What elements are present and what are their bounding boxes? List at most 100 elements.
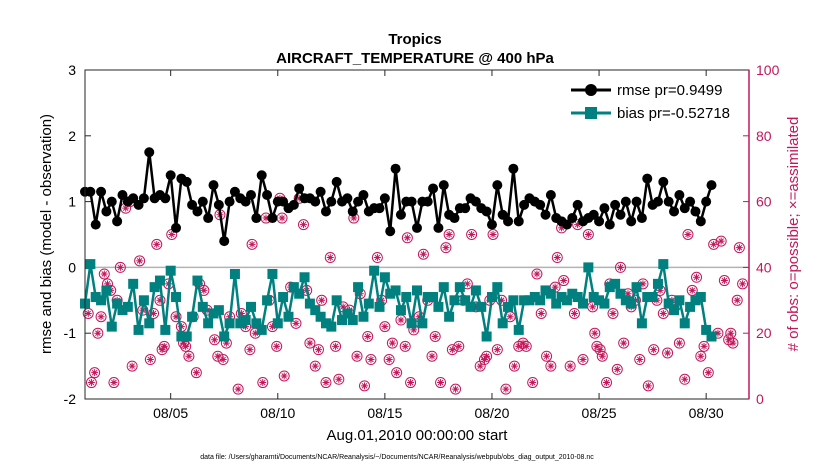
- obs-assimilated-marker: [335, 375, 343, 383]
- obs-assimilated-marker: [591, 329, 599, 337]
- data-file-footnote: data file: /Users/gharamti/Documents/NCA…: [200, 454, 594, 461]
- bias-point: [449, 295, 460, 306]
- obs-possible-marker: [733, 242, 745, 254]
- obs-assimilated-marker: [185, 352, 193, 360]
- obs-possible-marker: [568, 307, 580, 319]
- rmse-point: [535, 199, 546, 210]
- obs-assimilated-marker: [150, 309, 158, 317]
- rmse-point: [267, 213, 278, 224]
- bias-point: [588, 292, 599, 303]
- bias-point: [203, 318, 214, 329]
- obs-possible-marker: [591, 340, 603, 352]
- bias-point: [567, 288, 578, 299]
- bias-point: [642, 292, 653, 303]
- y-tick-label: 2: [68, 128, 76, 144]
- obs-count-point: [271, 340, 283, 352]
- rmse-point: [599, 203, 610, 214]
- bias-point: [363, 298, 374, 309]
- obs-assimilated-marker: [103, 280, 111, 288]
- rmse-point: [342, 193, 353, 204]
- obs-assimilated-marker: [644, 382, 652, 390]
- bias-point: [283, 311, 294, 322]
- rmse-point: [433, 222, 444, 233]
- rmse-point: [438, 180, 449, 191]
- obs-possible-marker: [545, 360, 557, 372]
- bias-point: [337, 315, 348, 326]
- obs-count-point: [276, 212, 288, 224]
- bias-point: [422, 292, 433, 303]
- obs-count-point: [399, 340, 411, 352]
- bias-point: [535, 295, 546, 306]
- obs-count-point: [731, 294, 743, 306]
- obs-assimilated-marker: [735, 244, 743, 252]
- obs-assimilated-marker: [192, 369, 200, 377]
- rmse-point: [106, 196, 117, 207]
- obs-possible-marker: [232, 383, 244, 395]
- obs-assimilated-marker: [180, 339, 188, 347]
- obs-assimilated-marker: [553, 254, 561, 262]
- bias-point: [578, 298, 588, 309]
- bias-point: [701, 324, 712, 335]
- obs-assimilated-marker: [697, 352, 705, 360]
- legend-rmse-marker: [585, 84, 597, 96]
- obs-possible-marker: [708, 238, 720, 250]
- rmse-point: [620, 196, 631, 207]
- rmse-point: [690, 206, 701, 217]
- obs-assimilated-marker: [616, 263, 624, 271]
- obs-count-point: [698, 340, 710, 352]
- rmse-point: [192, 206, 203, 217]
- obs-possible-marker: [596, 350, 608, 362]
- obs-assimilated-marker: [596, 346, 604, 354]
- rmse-point: [685, 196, 696, 207]
- obs-count-point: [232, 383, 244, 395]
- bias-point: [149, 282, 160, 293]
- obs-assimilated-marker: [234, 385, 242, 393]
- obs-possible-marker: [634, 354, 646, 366]
- obs-possible-marker: [417, 248, 429, 260]
- obs-possible-marker: [316, 294, 328, 306]
- obs-count-point: [535, 307, 547, 319]
- obs-possible-marker: [114, 261, 126, 273]
- obs-possible-marker: [535, 307, 547, 319]
- obs-possible-marker: [614, 261, 626, 273]
- bias-point: [401, 292, 412, 303]
- rmse-point: [112, 216, 123, 227]
- rmse-point: [165, 170, 176, 181]
- bias-point: [96, 295, 107, 306]
- obs-assimilated-marker: [681, 375, 689, 383]
- bias-point: [524, 295, 535, 306]
- obs-possible-marker: [541, 350, 553, 362]
- bias-point: [695, 292, 706, 303]
- obs-assimilated-marker: [543, 352, 551, 360]
- bias-point: [433, 301, 444, 312]
- obs-count-point: [170, 311, 182, 323]
- bias-point: [379, 272, 390, 283]
- obs-possible-marker: [383, 354, 395, 366]
- bias-point: [272, 318, 283, 329]
- obs-possible-marker: [531, 268, 543, 280]
- obs-possible-marker: [126, 360, 138, 372]
- rmse-point: [481, 206, 492, 217]
- obs-assimilated-marker: [613, 365, 621, 373]
- obs-assimilated-marker: [558, 224, 566, 232]
- obs-count-point: [151, 238, 163, 250]
- obs-count-point: [417, 248, 429, 260]
- obs-count-point: [324, 252, 336, 264]
- obs-assimilated-marker: [620, 339, 628, 347]
- obs-assimilated-marker: [650, 346, 658, 354]
- obs-assimilated-marker: [710, 240, 718, 248]
- rmse-line: [85, 151, 713, 243]
- obs-assimilated-marker: [529, 379, 537, 387]
- obs-assimilated-marker: [522, 342, 530, 350]
- bias-point: [235, 318, 246, 329]
- obs-count-point: [190, 367, 202, 379]
- bias-point: [626, 298, 637, 309]
- obs-count-point: [297, 219, 309, 231]
- bias-point: [604, 282, 615, 293]
- bias-point: [192, 275, 203, 286]
- obs-assimilated-marker: [158, 346, 166, 354]
- obs-assimilated-marker: [506, 313, 514, 321]
- obs-count-point: [257, 377, 269, 389]
- legend-bias-label: bias pr=-0.52718: [617, 105, 730, 122]
- obs-possible-marker: [144, 354, 156, 366]
